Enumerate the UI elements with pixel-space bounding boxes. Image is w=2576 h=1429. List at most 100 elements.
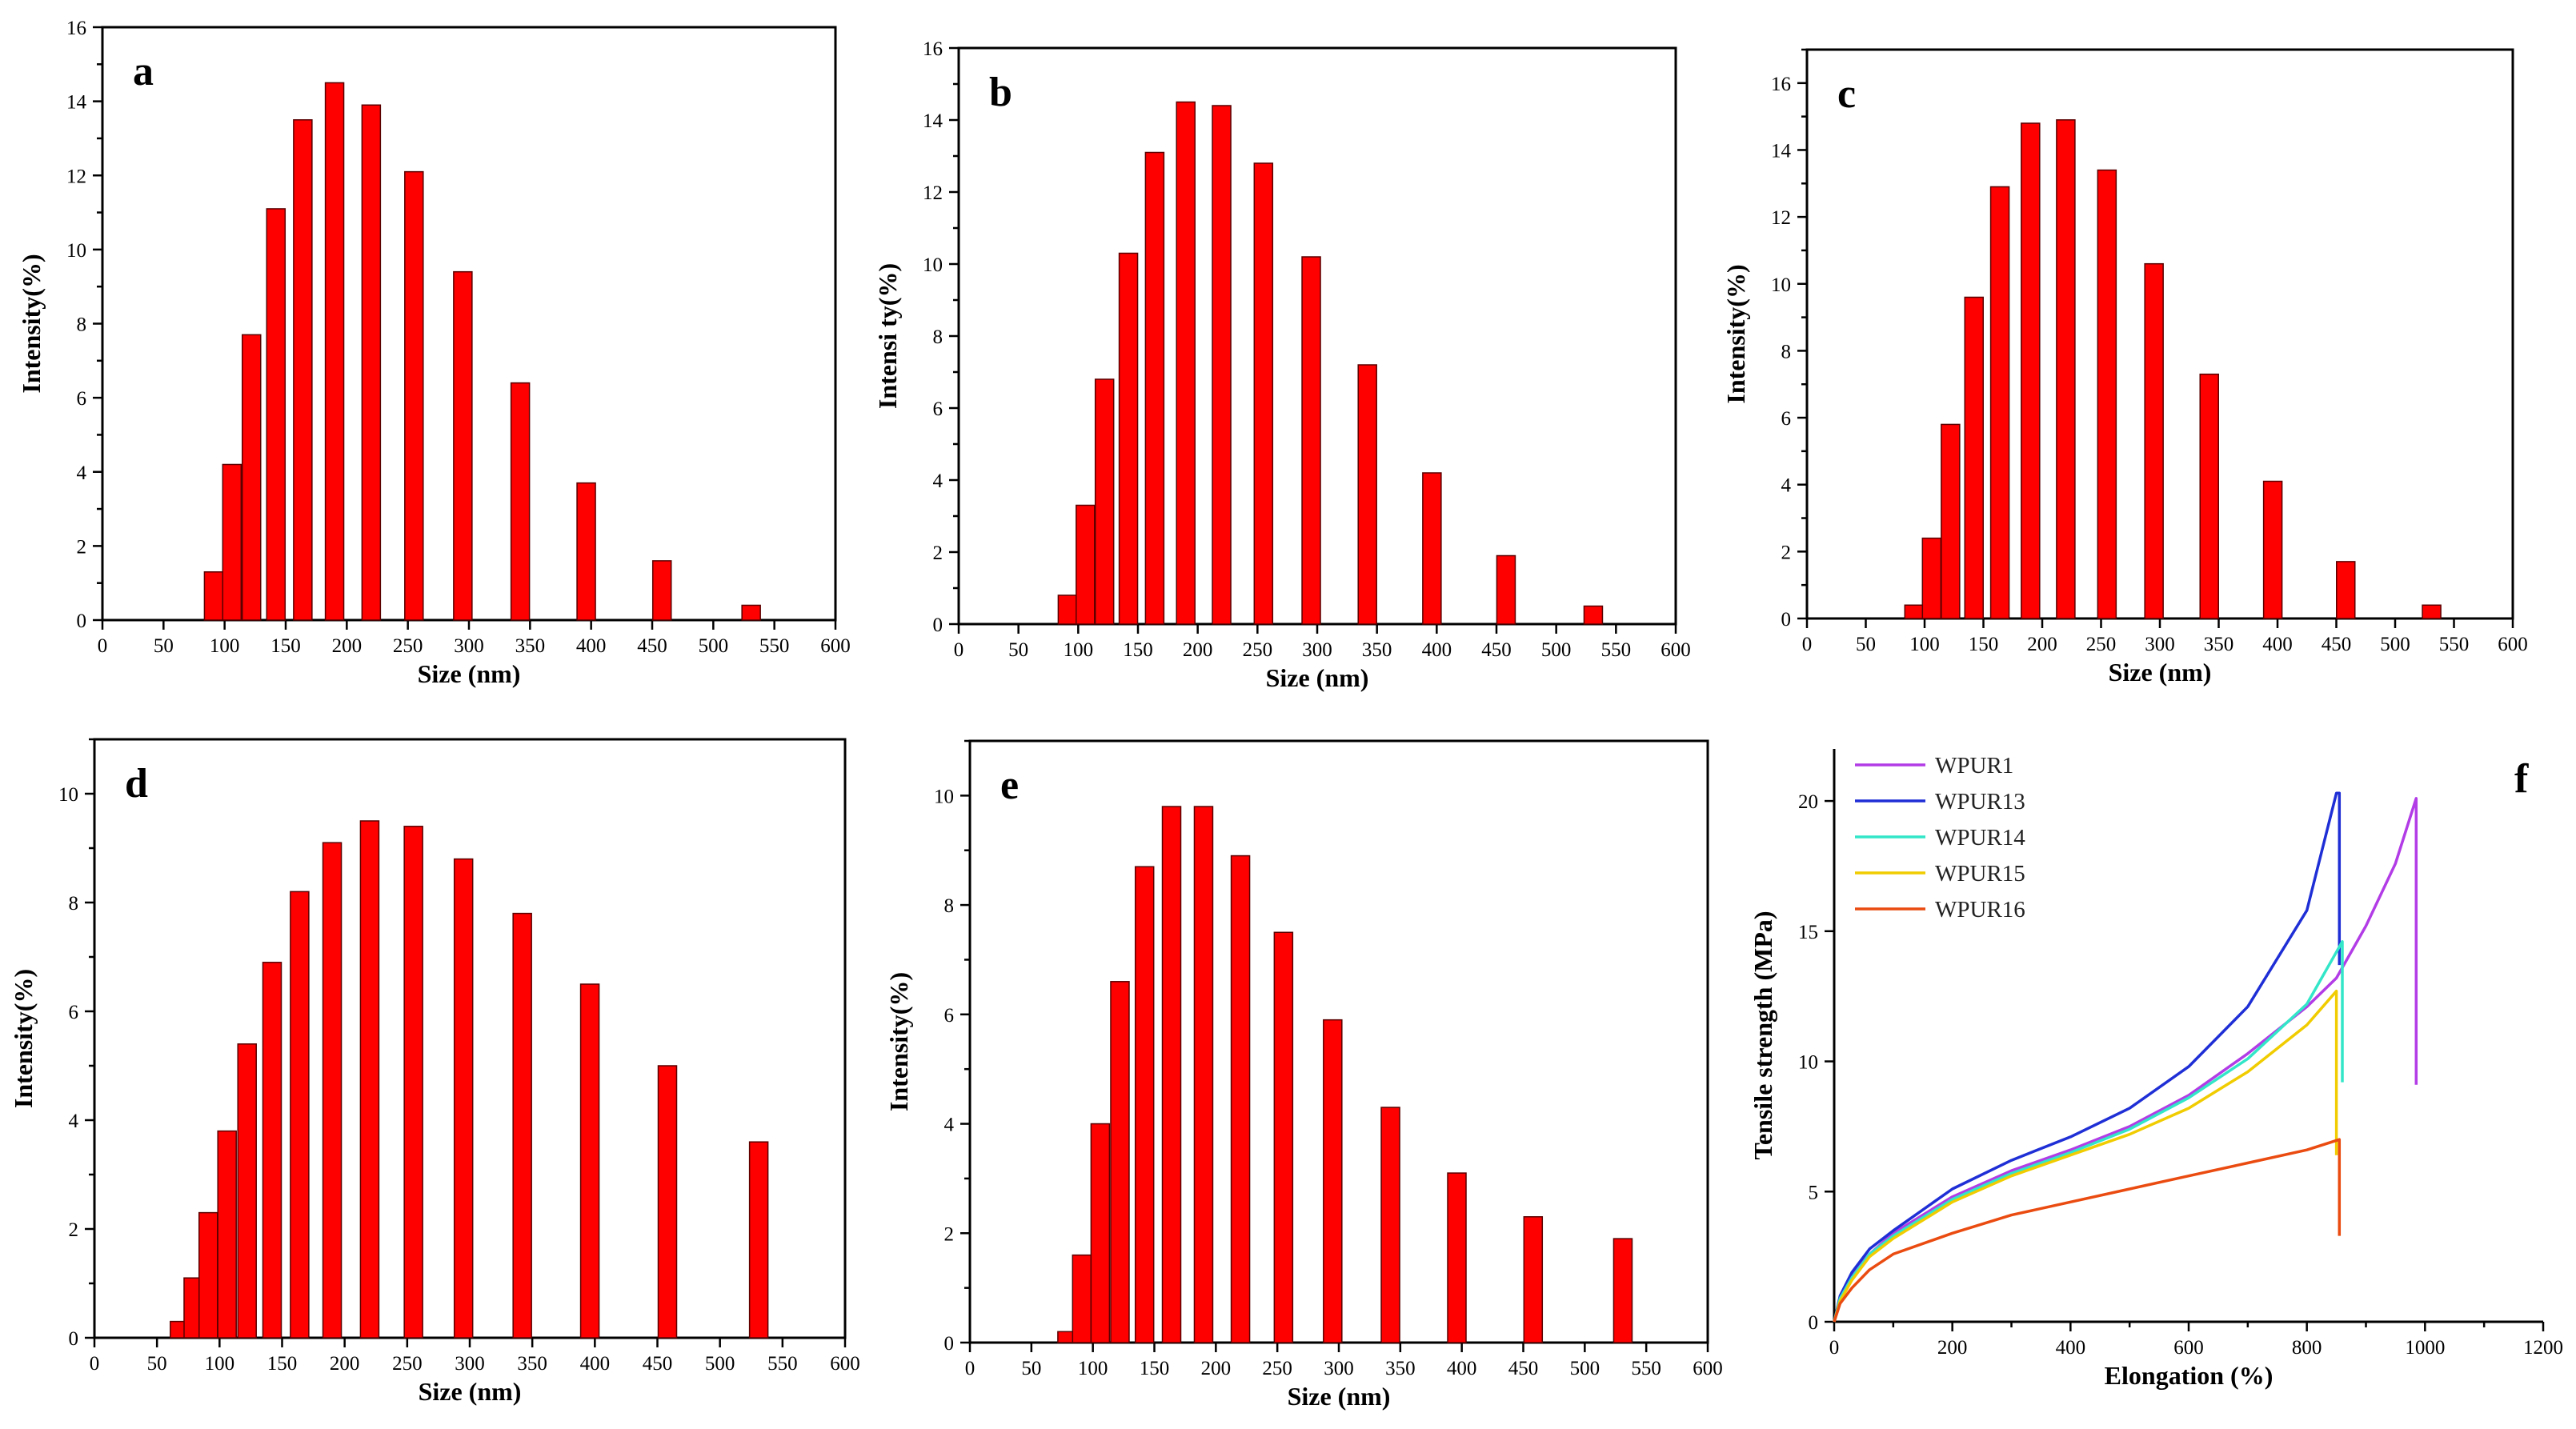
bar bbox=[579, 983, 600, 1339]
x-tick-label: 200 bbox=[330, 1353, 360, 1375]
chart-svg-c: 0 2 4 6 8 10 12 14 16 0 50 100 150 200 250 300 350 400 450… bbox=[1721, 48, 2528, 686]
chart-svg-b: 0 2 4 6 8 10 12 14 16 0 50 100 150 200 250 300 350 400 450… bbox=[873, 38, 1691, 692]
chart-panel-c: 0 2 4 6 8 10 12 14 16 0 50 100 150 200 250 300 350 400 450… bbox=[1705, 0, 2576, 704]
bar bbox=[1118, 252, 1139, 625]
x-tick-label: 250 bbox=[393, 635, 423, 657]
y-tick-label: 6 bbox=[1781, 408, 1792, 430]
x-tick-label: 300 bbox=[455, 1353, 485, 1375]
x-tick-label: 150 bbox=[267, 1353, 298, 1375]
y-tick-label: 12 bbox=[923, 182, 943, 204]
bar bbox=[453, 858, 474, 1339]
x-tick-label: 350 bbox=[517, 1353, 547, 1375]
x-axis-title: Size (nm) bbox=[1266, 663, 1369, 692]
bar bbox=[576, 482, 596, 621]
y-tick-label: 2 bbox=[944, 1223, 955, 1245]
legend-label: WPUR13 bbox=[1935, 789, 2025, 815]
bar bbox=[741, 604, 761, 621]
chart-panel-b: 0 2 4 6 8 10 12 14 16 0 50 100 150 200 250 300 350 400 450… bbox=[856, 0, 1705, 704]
bar bbox=[651, 560, 672, 621]
x-tick-label: 600 bbox=[1661, 639, 1691, 661]
bar bbox=[1057, 594, 1078, 625]
x-tick-label: 450 bbox=[1508, 1358, 1539, 1379]
bar bbox=[2144, 262, 2164, 619]
bar bbox=[1583, 605, 1604, 625]
y-tick-label: 10 bbox=[1798, 1052, 1818, 1074]
y-tick-label: 0 bbox=[77, 610, 87, 632]
y-tick-label: 2 bbox=[69, 1219, 79, 1241]
chart-panel-a: 0 2 4 6 8 10 12 14 16 0 50 100 150 200 250 300 350 400 450… bbox=[0, 0, 851, 704]
x-tick-label: 300 bbox=[454, 635, 484, 657]
x-tick-label: 350 bbox=[2204, 634, 2234, 655]
y-tick-label: 10 bbox=[923, 254, 943, 276]
legend-label: WPUR1 bbox=[1935, 753, 2013, 779]
x-axis-title: Size (nm) bbox=[418, 659, 521, 688]
y-tick-label: 10 bbox=[1771, 274, 1791, 296]
x-tick-label: 550 bbox=[1631, 1358, 1661, 1379]
x-tick-label: 150 bbox=[1140, 1358, 1170, 1379]
bar bbox=[242, 334, 262, 621]
x-tick-label: 450 bbox=[637, 635, 667, 657]
y-tick-label: 4 bbox=[1781, 475, 1792, 497]
y-tick-label: 2 bbox=[933, 542, 943, 564]
panel-letter: e bbox=[1000, 763, 1019, 808]
x-tick-label: 600 bbox=[820, 635, 851, 657]
y-axis-title: Intensity(%) bbox=[9, 969, 38, 1108]
panel-letter: f bbox=[2514, 756, 2529, 802]
x-axis-title: Size (nm) bbox=[419, 1377, 522, 1406]
bar bbox=[1447, 1172, 1467, 1343]
x-tick-label: 300 bbox=[1324, 1358, 1354, 1379]
bar bbox=[404, 170, 424, 621]
x-tick-label: 400 bbox=[1422, 639, 1452, 661]
legend-label: WPUR16 bbox=[1935, 897, 2025, 923]
x-tick-label: 350 bbox=[515, 635, 546, 657]
bar bbox=[2422, 604, 2442, 619]
y-tick-label: 16 bbox=[923, 38, 943, 60]
x-tick-label: 1200 bbox=[2523, 1337, 2563, 1359]
y-tick-label: 0 bbox=[1781, 609, 1792, 630]
bar bbox=[1110, 981, 1130, 1343]
bar bbox=[2097, 169, 2117, 619]
y-tick-label: 4 bbox=[77, 462, 87, 484]
bar bbox=[748, 1141, 769, 1339]
bar bbox=[1144, 151, 1165, 625]
bar bbox=[1176, 101, 1196, 625]
y-tick-label: 6 bbox=[77, 388, 87, 410]
bar bbox=[1193, 806, 1214, 1343]
x-tick-label: 200 bbox=[1201, 1358, 1232, 1379]
bar bbox=[1094, 378, 1115, 625]
x-tick-label: 350 bbox=[1362, 639, 1392, 661]
bar bbox=[266, 208, 286, 621]
bar bbox=[1072, 1254, 1092, 1343]
x-tick-label: 100 bbox=[210, 635, 240, 657]
bar bbox=[2336, 561, 2356, 619]
x-tick-label: 500 bbox=[1541, 639, 1572, 661]
bar bbox=[2262, 480, 2283, 619]
x-tick-label: 600 bbox=[2498, 634, 2528, 655]
series-line-wpur16 bbox=[1833, 1138, 2342, 1323]
y-tick-label: 10 bbox=[934, 786, 954, 807]
y-axis-title: Intensity(%) bbox=[884, 972, 913, 1111]
x-tick-label: 50 bbox=[1021, 1358, 1041, 1379]
bar bbox=[1212, 105, 1232, 625]
panel-letter: c bbox=[1837, 71, 1856, 117]
x-tick-label: 100 bbox=[1909, 634, 1940, 655]
x-tick-label: 200 bbox=[2027, 634, 2057, 655]
x-tick-label: 500 bbox=[699, 635, 729, 657]
x-axis-title: Size (nm) bbox=[1288, 1382, 1391, 1411]
x-tick-label: 50 bbox=[1856, 634, 1876, 655]
y-tick-label: 6 bbox=[69, 1002, 79, 1023]
x-tick-label: 150 bbox=[1123, 639, 1153, 661]
x-tick-label: 200 bbox=[332, 635, 363, 657]
x-tick-label: 300 bbox=[2145, 634, 2175, 655]
bar bbox=[322, 842, 343, 1339]
y-tick-label: 2 bbox=[77, 536, 87, 558]
x-tick-label: 150 bbox=[270, 635, 301, 657]
x-tick-label: 50 bbox=[147, 1353, 167, 1375]
x-tick-label: 250 bbox=[1262, 1358, 1292, 1379]
bar bbox=[1273, 931, 1294, 1343]
x-tick-label: 250 bbox=[1243, 639, 1273, 661]
y-tick-label: 6 bbox=[944, 1005, 955, 1027]
x-tick-label: 50 bbox=[154, 635, 174, 657]
bar bbox=[453, 270, 473, 621]
